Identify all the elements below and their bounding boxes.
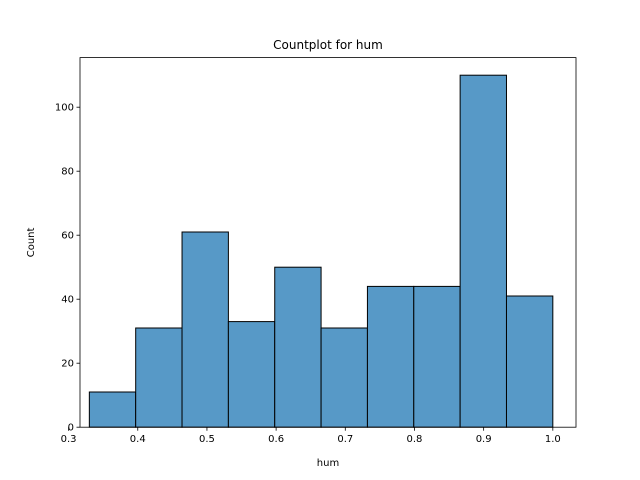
x-tick-label: 0.4 — [130, 434, 146, 445]
x-tick-label: 0.9 — [476, 434, 492, 445]
x-tick-label: 1.0 — [545, 434, 561, 445]
x-tick-label: 0.3 — [61, 434, 77, 445]
plot-frame — [79, 57, 577, 428]
histogram-bar-10 — [505, 295, 554, 428]
y-axis-ticks: 0 20 40 60 80 100 — [55, 103, 80, 434]
histogram-bar-2 — [135, 327, 183, 428]
y-tick-label: 100 — [55, 103, 74, 114]
histogram-bar-3 — [181, 231, 229, 428]
y-tick-label: 40 — [61, 295, 74, 306]
y-axis-label: Count — [26, 227, 37, 257]
x-tick-label: 0.6 — [268, 434, 284, 445]
y-tick-label: 0 — [68, 423, 74, 434]
histogram-bar-9 — [459, 74, 507, 428]
x-axis-ticks: 0.3 0.4 0.5 0.6 0.7 0.8 0.9 1.0 — [61, 427, 561, 445]
x-tick-label: 0.5 — [199, 434, 215, 445]
histogram-bar-1 — [88, 391, 137, 428]
histogram-bar-7 — [366, 285, 415, 428]
bars-group — [88, 74, 554, 428]
x-axis-label: hum — [317, 458, 339, 469]
histogram-bar-4 — [227, 321, 276, 428]
y-tick-label: 20 — [61, 359, 74, 370]
y-tick-label: 60 — [61, 231, 74, 242]
histogram-bar-6 — [320, 327, 368, 428]
x-tick-label: 0.7 — [337, 434, 353, 445]
y-tick-label: 80 — [61, 167, 74, 178]
histogram-bar-8 — [413, 285, 461, 428]
histogram-bar-5 — [274, 266, 322, 428]
x-tick-label: 0.8 — [407, 434, 423, 445]
chart-title: Countplot for hum — [273, 38, 383, 52]
